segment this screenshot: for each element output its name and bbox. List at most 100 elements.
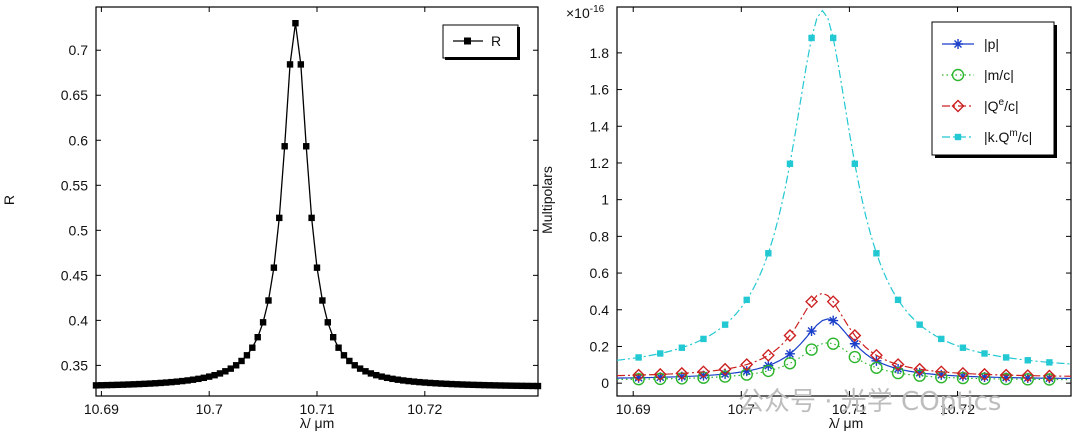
data-point-3 (786, 160, 794, 167)
data-point-1 (956, 371, 970, 385)
data-point-R (254, 334, 261, 341)
data-point-R (184, 377, 191, 384)
data-point-2 (826, 295, 840, 309)
data-point-R (135, 380, 143, 388)
legend-marker-2 (951, 99, 965, 113)
data-point-R (205, 373, 213, 380)
right-y-axis-label: Multipolars (539, 166, 555, 234)
data-point-R (238, 357, 245, 365)
data-point-R (276, 214, 283, 222)
right-legend-items: |p| |m/c| |Qe/c| |k.Qm/c| (942, 36, 1032, 145)
data-point-0 (849, 338, 860, 349)
data-point-3 (959, 344, 967, 351)
data-point-1 (913, 369, 926, 382)
data-point-0 (979, 372, 990, 382)
data-point-0 (936, 369, 947, 380)
data-point-2 (805, 295, 819, 309)
data-point-R (141, 380, 148, 388)
data-point-R (335, 344, 342, 351)
data-point-R (383, 374, 391, 382)
data-point-R (464, 381, 472, 388)
data-point-1 (718, 370, 732, 383)
data-point-R (249, 344, 256, 351)
data-point-R (437, 380, 445, 387)
right-y-tick-label: 0.8 (590, 228, 610, 244)
left-x-tick-label: 10.71 (299, 401, 334, 417)
data-point-R (173, 378, 181, 385)
data-point-2 (740, 358, 754, 372)
data-point-2 (848, 328, 862, 342)
legend-label-3: |k.Qm/c| (984, 128, 1032, 145)
data-point-R (98, 382, 105, 389)
data-point-1 (870, 361, 883, 374)
exponent-power: -16 (590, 4, 605, 15)
data-point-R (303, 143, 310, 150)
left-y-tick-label: 0.35 (61, 357, 88, 373)
data-point-R (162, 379, 170, 386)
left-legend-shadow (445, 57, 520, 60)
data-point-R (179, 377, 186, 385)
data-point-R (405, 377, 412, 385)
left-y-tick-label: 0.7 (69, 42, 89, 58)
left-x-tick-label: 10.7 (196, 401, 223, 417)
data-point-R (340, 352, 348, 359)
data-point-R (373, 371, 380, 379)
data-point-3 (1002, 354, 1010, 361)
data-point-2 (891, 358, 905, 372)
data-point-R (270, 264, 278, 271)
data-point-R (324, 319, 331, 326)
data-point-R (480, 381, 488, 389)
data-point-R (313, 264, 321, 271)
data-point-3 (743, 296, 750, 304)
left-legend-marker (464, 37, 471, 45)
right-x-axis-label: λ/ μm (829, 415, 864, 431)
left-y-tick-label: 0.6 (69, 132, 89, 148)
data-point-3 (700, 335, 707, 343)
data-point-R (400, 377, 407, 384)
data-point-R (211, 371, 218, 379)
left-x-tick-label: 10.72 (407, 401, 442, 417)
right-series (616, 9, 1072, 386)
series-line-2 (616, 292, 1072, 377)
data-point-R (125, 381, 132, 388)
data-point-0 (633, 372, 644, 383)
data-point-R (410, 378, 418, 385)
data-point-R (281, 143, 288, 150)
right-y-tick-label: 0.6 (590, 265, 610, 281)
data-point-R (394, 376, 402, 383)
data-point-R (157, 379, 164, 387)
data-point-0 (655, 372, 666, 383)
data-point-R (389, 375, 396, 383)
left-y-tick-label: 0.65 (61, 87, 88, 103)
data-point-R (443, 380, 450, 388)
data-point-R (265, 297, 272, 304)
data-point-R (103, 381, 110, 389)
data-point-1 (848, 350, 862, 364)
data-point-R (108, 381, 116, 389)
data-point-R (534, 382, 542, 390)
data-point-R (286, 61, 294, 68)
legend-marker-0 (953, 39, 963, 49)
data-point-1 (762, 364, 775, 378)
data-point-3 (981, 350, 988, 357)
data-point-2 (869, 348, 883, 362)
right-y-tick-label: 1.4 (590, 118, 610, 134)
right-y-tick-label: 0.2 (590, 338, 610, 354)
data-point-0 (698, 370, 709, 381)
data-point-R (351, 362, 358, 369)
series-line-0 (616, 318, 1072, 380)
left-y-tick-label: 0.5 (69, 222, 89, 238)
data-point-3 (765, 250, 772, 257)
data-point-R (297, 61, 305, 68)
data-point-R (114, 381, 121, 389)
data-point-R (367, 370, 375, 377)
data-point-0 (806, 326, 817, 337)
data-point-3 (851, 160, 859, 167)
data-point-2 (1021, 369, 1035, 383)
data-point-2 (783, 328, 797, 342)
data-point-R (195, 375, 202, 383)
right-chart: 10.69 10.7 10.71 10.72 0 0.2 0.4 0.6 0.8 1 1.2 1.4 1… (539, 4, 1072, 431)
right-y-tick-label: 0.4 (590, 302, 610, 318)
data-point-1 (978, 372, 991, 385)
right-x-tick-label: 10.71 (832, 401, 867, 417)
